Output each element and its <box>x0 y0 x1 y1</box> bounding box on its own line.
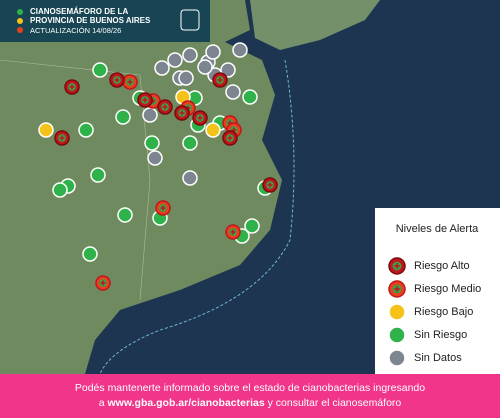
header-title: PROVINCIA DE BUENOS AIRES <box>30 16 151 25</box>
marker <box>52 182 68 198</box>
marker <box>142 107 158 123</box>
marker-cross <box>179 110 185 116</box>
footer-line: Podés mantenerte informado sobre el esta… <box>75 382 425 394</box>
marker-cross <box>162 104 168 110</box>
marker-cross <box>197 115 203 121</box>
marker-cross <box>69 84 75 90</box>
header-update: ACTUALIZACIÓN 14/08/26 <box>30 26 121 35</box>
marker <box>244 218 260 234</box>
marker-cross <box>267 182 273 188</box>
marker <box>220 62 236 78</box>
marker <box>388 303 406 321</box>
marker <box>388 326 406 344</box>
marker <box>242 89 258 105</box>
marker <box>178 70 194 86</box>
header-title: CIANOSEMÁFORO DE LA <box>30 7 128 16</box>
legend-label: Sin Datos <box>414 352 462 364</box>
marker-cross <box>227 135 233 141</box>
border <box>0 59 151 301</box>
marker-cross <box>160 205 166 211</box>
marker <box>90 167 106 183</box>
marker <box>388 349 406 367</box>
marker-cross <box>114 77 120 83</box>
header-dot <box>17 27 23 33</box>
marker <box>182 170 198 186</box>
marker <box>144 135 160 151</box>
marker-cross <box>394 263 400 269</box>
land-north <box>250 0 380 50</box>
marker <box>205 44 221 60</box>
header-box <box>0 0 210 42</box>
marker <box>115 109 131 125</box>
marker-cross <box>59 135 65 141</box>
footer-suffix: y consultar el cianosemáforo <box>268 397 402 409</box>
legend-label: Sin Riesgo <box>414 329 467 341</box>
legend-label: Riesgo Bajo <box>414 306 473 318</box>
marker <box>232 42 248 58</box>
legend-label: Riesgo Medio <box>414 283 481 295</box>
shelf-line <box>99 59 295 375</box>
header-dot <box>17 9 23 15</box>
footer-link[interactable]: www.gba.gob.ar/cianobacterias <box>107 397 265 409</box>
marker <box>92 62 108 78</box>
marker-cross <box>142 97 148 103</box>
marker-cross <box>394 286 400 292</box>
marker <box>78 122 94 138</box>
legend-items: Riesgo Alto Riesgo Medio Riesgo Bajo Sin Ri… <box>388 257 481 367</box>
marker <box>167 52 183 68</box>
marker-cross <box>230 229 236 235</box>
marker <box>82 246 98 262</box>
legend-title: Niveles de Alerta <box>396 223 479 235</box>
marker-cross <box>127 79 133 85</box>
footer-prefix: a <box>99 397 105 409</box>
header-logo <box>180 9 200 31</box>
marker <box>182 135 198 151</box>
footer-line: a www.gba.gob.ar/cianobacterias y consul… <box>99 397 402 409</box>
marker <box>147 150 163 166</box>
footer <box>0 374 500 418</box>
marker-cross <box>217 77 223 83</box>
markers <box>38 42 278 291</box>
marker <box>225 84 241 100</box>
marker-cross <box>100 280 106 286</box>
marker <box>197 59 213 75</box>
marker <box>38 122 54 138</box>
marker <box>205 122 221 138</box>
marker <box>182 47 198 63</box>
header-dot <box>17 18 23 24</box>
marker <box>117 207 133 223</box>
marker <box>154 60 170 76</box>
legend-label: Riesgo Alto <box>414 260 470 272</box>
